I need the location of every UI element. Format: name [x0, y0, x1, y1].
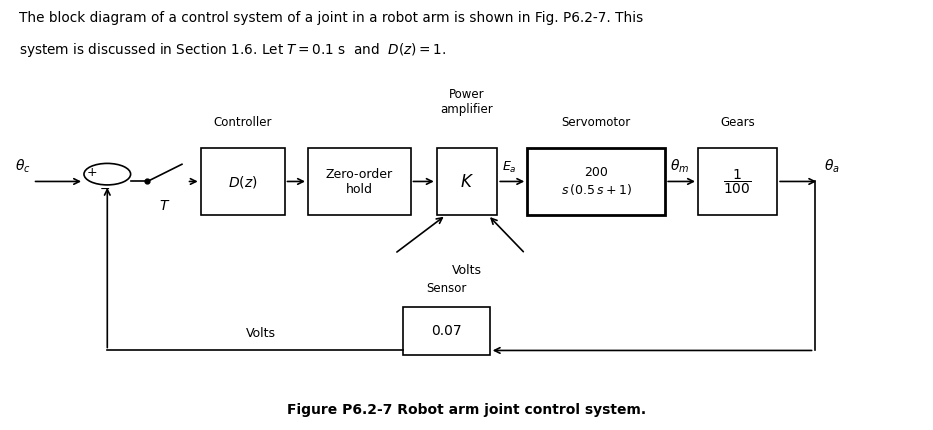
- Text: $K$: $K$: [460, 173, 474, 190]
- Text: Volts: Volts: [452, 264, 482, 277]
- Text: Servomotor: Servomotor: [562, 116, 631, 129]
- Text: $\dfrac{1}{100}$: $\dfrac{1}{100}$: [723, 168, 752, 196]
- Bar: [403, 307, 490, 355]
- Bar: [308, 148, 411, 215]
- Text: The block diagram of a control system of a joint in a robot arm is shown in Fig.: The block diagram of a control system of…: [19, 11, 643, 25]
- Bar: [201, 148, 285, 215]
- Text: Controller: Controller: [214, 116, 272, 129]
- Text: $T$: $T$: [159, 199, 170, 213]
- Text: Gears: Gears: [720, 116, 755, 129]
- Text: $\theta_a$: $\theta_a$: [824, 158, 840, 175]
- Bar: [698, 148, 777, 215]
- Bar: [527, 148, 665, 215]
- Bar: [437, 148, 497, 215]
- Text: $D(z)$: $D(z)$: [228, 174, 258, 190]
- Text: Figure P6.2-7 Robot arm joint control system.: Figure P6.2-7 Robot arm joint control sy…: [287, 403, 646, 417]
- Text: 200
$s\,(0.5\,s+1)$: 200 $s\,(0.5\,s+1)$: [561, 166, 632, 197]
- Text: Sensor: Sensor: [426, 282, 466, 295]
- Text: $\theta_m$: $\theta_m$: [670, 158, 689, 175]
- Text: $E_a$: $E_a$: [502, 160, 517, 175]
- Text: system is discussed in Section 1.6. Let $T = 0.1$ s  and  $D(z) = 1$.: system is discussed in Section 1.6. Let …: [19, 41, 446, 59]
- Text: $\theta_c$: $\theta_c$: [16, 158, 31, 175]
- Text: Volts: Volts: [246, 327, 276, 340]
- Text: −: −: [99, 183, 110, 196]
- Text: Zero-order
hold: Zero-order hold: [326, 168, 393, 196]
- Text: Power
amplifier: Power amplifier: [440, 88, 494, 116]
- Text: +: +: [87, 166, 97, 178]
- Text: 0.07: 0.07: [431, 324, 462, 338]
